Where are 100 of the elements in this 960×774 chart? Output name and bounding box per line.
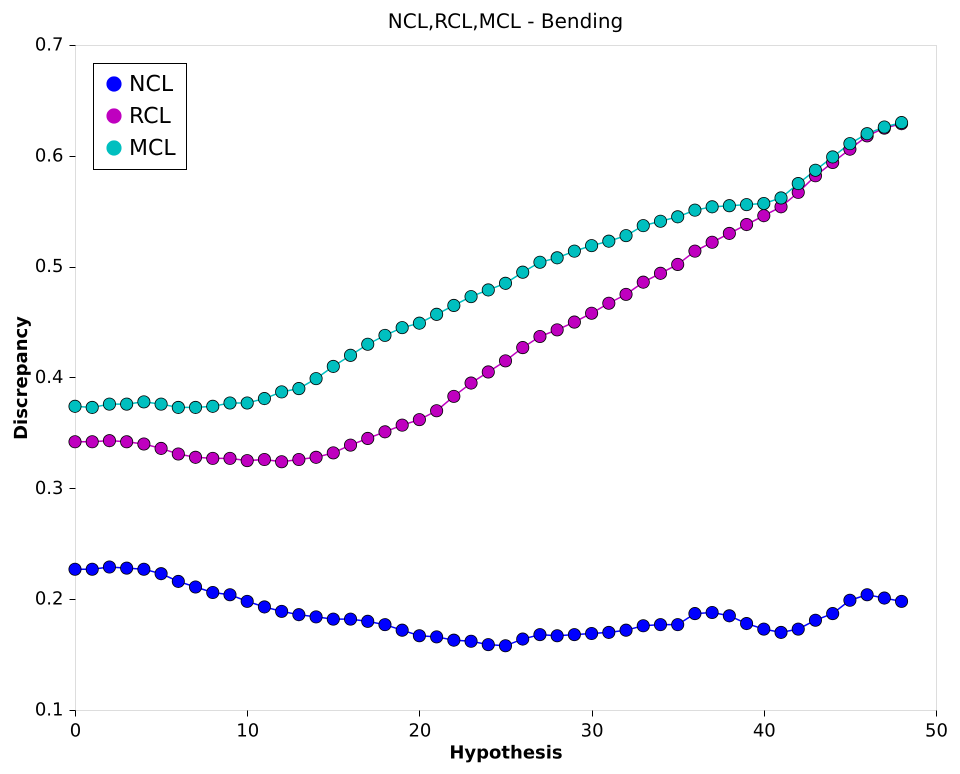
- point: [636, 619, 650, 632]
- point: [550, 251, 564, 264]
- point: [206, 586, 220, 600]
- point: [120, 562, 134, 575]
- point: [86, 562, 99, 576]
- point: [516, 632, 530, 646]
- point: [688, 607, 702, 620]
- point: [568, 244, 581, 258]
- point: [585, 239, 598, 252]
- point: [447, 634, 460, 647]
- point: [792, 177, 805, 190]
- point: [361, 614, 374, 628]
- point: [533, 256, 546, 269]
- x-axis-title: Hypothesis: [449, 742, 563, 764]
- point: [447, 298, 460, 312]
- point: [482, 365, 495, 378]
- point: [430, 404, 444, 418]
- point: [206, 452, 220, 465]
- legend-label: RCL: [129, 104, 172, 129]
- point: [172, 447, 185, 460]
- point: [68, 435, 82, 448]
- point: [792, 622, 805, 636]
- point: [292, 608, 306, 622]
- point: [498, 354, 512, 368]
- point: [568, 316, 581, 329]
- point: [189, 450, 202, 464]
- point: [482, 283, 495, 296]
- point: [654, 266, 668, 280]
- point: [740, 617, 754, 630]
- point: [706, 236, 719, 249]
- point: [671, 210, 684, 224]
- point: [550, 629, 564, 642]
- point: [722, 199, 736, 212]
- point: [240, 454, 254, 468]
- chart-title: NCL,RCL,MCL - Bending: [388, 9, 624, 33]
- point: [206, 400, 220, 413]
- point: [671, 618, 684, 632]
- point: [757, 622, 770, 636]
- point: [620, 288, 633, 301]
- point: [344, 348, 358, 362]
- point: [344, 438, 358, 452]
- point: [808, 164, 822, 177]
- x-tick-label: 0: [70, 720, 82, 742]
- point: [292, 453, 306, 466]
- point: [706, 200, 719, 214]
- point: [396, 321, 409, 334]
- point: [120, 435, 134, 448]
- y-tick-label: 0.5: [34, 256, 64, 278]
- point: [533, 330, 546, 344]
- point: [826, 607, 840, 620]
- point: [636, 219, 650, 232]
- point: [120, 398, 134, 411]
- point: [688, 204, 702, 217]
- point: [688, 244, 702, 258]
- point: [275, 385, 288, 398]
- y-tick-label: 0.7: [34, 34, 64, 56]
- point: [585, 627, 598, 640]
- point: [240, 594, 254, 608]
- point: [774, 626, 788, 639]
- point: [378, 618, 392, 632]
- x-tick-label: 20: [408, 720, 432, 742]
- x-tick-label: 30: [580, 720, 604, 742]
- point: [516, 341, 530, 354]
- point: [137, 562, 150, 576]
- point: [740, 198, 754, 212]
- point: [258, 392, 271, 406]
- point: [189, 400, 202, 414]
- point: [378, 328, 392, 342]
- x-tick-label: 10: [236, 720, 260, 742]
- point: [602, 234, 616, 248]
- y-tick-label: 0.4: [34, 367, 64, 388]
- point: [223, 588, 237, 602]
- point: [516, 266, 530, 279]
- point: [498, 639, 512, 652]
- point: [396, 418, 409, 432]
- y-tick-label: 0.3: [34, 478, 64, 499]
- point: [843, 137, 856, 150]
- point: [172, 574, 185, 588]
- point: [757, 196, 770, 210]
- y-tick-label: 0.6: [34, 145, 64, 166]
- point: [396, 624, 409, 637]
- point: [620, 229, 633, 242]
- point: [464, 376, 478, 390]
- y-axis-title: Discrepancy: [10, 316, 32, 440]
- y-tick-label: 0.1: [34, 700, 64, 720]
- point: [447, 390, 460, 403]
- point: [826, 150, 840, 164]
- point: [292, 382, 306, 396]
- point: [602, 296, 616, 310]
- point: [326, 446, 340, 460]
- point: [722, 609, 736, 622]
- point: [895, 594, 908, 608]
- legend-label: NCL: [129, 72, 174, 97]
- point: [602, 626, 616, 639]
- point: [275, 604, 288, 618]
- point: [189, 580, 202, 594]
- point: [68, 400, 82, 413]
- point: [275, 455, 288, 468]
- point: [154, 398, 168, 411]
- point: [223, 396, 237, 410]
